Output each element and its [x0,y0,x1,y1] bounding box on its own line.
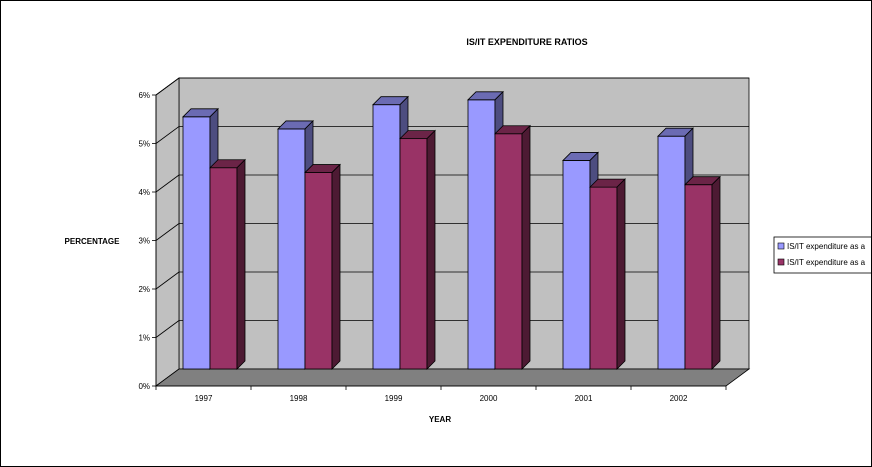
y-tick-label: 4% [138,188,150,197]
bar-side [236,158,246,370]
bar [494,124,531,370]
gridline-side [155,320,180,338]
gridline-side [155,77,180,96]
bar [684,175,721,370]
y-axis: 0% 1% 2% 3% 4% 5% 6% [138,91,157,391]
x-tick-label: 1998 [290,394,308,403]
legend-swatch [777,258,785,266]
bar [399,129,436,370]
legend: IS/IT expenditure as a IS/IT expenditure … [773,236,871,274]
bar-front [372,104,401,370]
bar [304,163,341,370]
bar [589,178,626,370]
gridline-side [155,223,180,241]
bar-front [494,133,523,370]
gridline-side [155,271,180,290]
x-tick-label: 1999 [385,394,403,403]
bar-side [521,124,531,370]
bar-front [399,138,428,370]
y-tick-label: 3% [138,237,150,246]
bar-front [657,135,686,370]
bar-front [589,186,618,370]
bar-front [467,99,496,370]
x-tick-label: 2002 [670,394,688,403]
bar-front [182,116,211,370]
x-axis-title: YEAR [429,415,451,424]
bar-front [562,160,591,370]
x-tick-label: 1997 [195,394,213,403]
bar-front [209,167,238,370]
y-tick-label: 1% [138,334,150,343]
bar [209,158,246,370]
bar-side [331,163,341,370]
y-tick-label: 2% [138,285,150,294]
bar-side [426,129,436,370]
legend-label: IS/IT expenditure as a [787,258,866,267]
gridline-side [155,126,180,144]
bar-side [616,178,626,370]
y-tick-label: 0% [138,382,150,391]
floor [154,368,751,387]
legend-box [773,236,871,274]
y-tick-label: 5% [138,140,150,149]
x-axis: 1997 1998 1999 2000 2001 2002 [155,385,727,403]
y-tick-label: 6% [138,91,150,100]
x-tick-label: 2001 [575,394,593,403]
y-axis-title: PERCENTAGE [65,237,121,246]
gridline-side [155,174,180,193]
bar-front [684,184,713,370]
bars [182,90,721,370]
gridlines [155,77,749,338]
bar-front [277,128,306,370]
legend-swatch [777,242,785,250]
bar-side [711,175,721,370]
x-tick-label: 2000 [480,394,498,403]
legend-label: IS/IT expenditure as a [787,242,866,251]
bar-front [304,172,333,370]
chart-title: IS/IT EXPENDITURE RATIOS [466,37,587,47]
